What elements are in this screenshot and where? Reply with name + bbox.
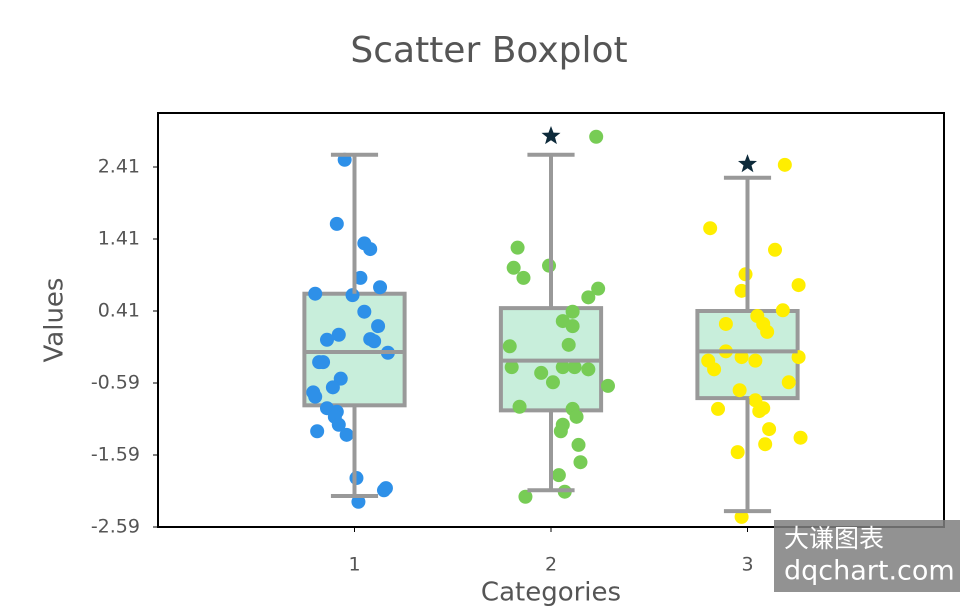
data-point [752, 404, 767, 419]
data-point [768, 242, 783, 257]
data-point [571, 437, 586, 452]
data-point [319, 332, 334, 347]
data-point [758, 437, 773, 452]
data-point [502, 339, 517, 354]
data-point [775, 303, 790, 318]
data-point [518, 489, 533, 504]
x-tick-label: 3 [741, 554, 753, 576]
data-point [591, 281, 606, 296]
data-point [553, 424, 568, 439]
data-point [357, 304, 372, 319]
data-point [331, 417, 346, 432]
data-point [791, 350, 806, 365]
data-point [791, 278, 806, 293]
data-point [561, 337, 576, 352]
data-point [567, 360, 582, 375]
data-point [589, 129, 604, 144]
data-point [718, 316, 733, 331]
x-axis-label: Categories [481, 578, 621, 608]
y-tick-label: 1.41 [98, 228, 140, 250]
data-point [504, 360, 519, 375]
y-tick-label: -0.59 [91, 372, 140, 394]
data-point [781, 375, 796, 390]
data-point [373, 280, 388, 295]
y-tick-label: 0.41 [98, 300, 140, 322]
data-point [600, 378, 615, 393]
data-point [793, 430, 808, 445]
data-point [555, 360, 570, 375]
data-point [310, 424, 325, 439]
data-point [703, 221, 718, 236]
data-point [734, 350, 749, 365]
y-tick-label: 2.41 [98, 156, 140, 178]
data-point [734, 509, 749, 524]
data-point [760, 324, 775, 339]
data-point [308, 389, 323, 404]
data-point [565, 319, 580, 334]
data-point [316, 355, 331, 370]
data-point [762, 422, 777, 437]
data-point [734, 283, 749, 298]
chart-title: Scatter Boxplot [350, 30, 627, 71]
data-point [545, 375, 560, 390]
plot-layer: -2.59 -1.59 -0.59 0.41 1.41 2.41 1 2 3 [91, 126, 808, 576]
data-point [363, 242, 378, 257]
data-point [308, 286, 323, 301]
x-tick-label: 1 [348, 554, 360, 576]
outlier [738, 154, 757, 173]
data-point [516, 270, 531, 285]
data-point [573, 455, 588, 470]
outlier [541, 126, 561, 145]
data-point [376, 483, 391, 498]
data-point [325, 380, 340, 395]
data-point [581, 290, 596, 305]
data-point [707, 362, 722, 377]
data-point [777, 157, 792, 172]
data-point [367, 334, 382, 349]
y-axis-label: Values [40, 278, 70, 363]
data-point [581, 362, 596, 377]
data-point [569, 409, 584, 424]
data-point [353, 270, 368, 285]
data-point [730, 445, 745, 460]
watermark-text: dqchart.com [784, 556, 955, 587]
y-tick-label: -1.59 [91, 444, 140, 466]
data-point [339, 427, 354, 442]
data-point [510, 240, 525, 255]
data-point [331, 327, 346, 342]
y-tick-label: -2.59 [91, 516, 140, 538]
data-point [329, 216, 344, 231]
data-point [512, 399, 527, 414]
watermark-box [774, 520, 960, 592]
data-point [506, 260, 521, 275]
watermark-text: 大谦图表 [784, 524, 884, 553]
data-point [351, 494, 366, 509]
data-point [711, 401, 726, 416]
data-point [748, 353, 763, 368]
data-point [551, 468, 566, 483]
x-tick-label: 2 [545, 554, 557, 576]
data-point [534, 365, 549, 380]
data-point [565, 304, 580, 319]
data-point [371, 319, 386, 334]
data-point [732, 383, 747, 398]
